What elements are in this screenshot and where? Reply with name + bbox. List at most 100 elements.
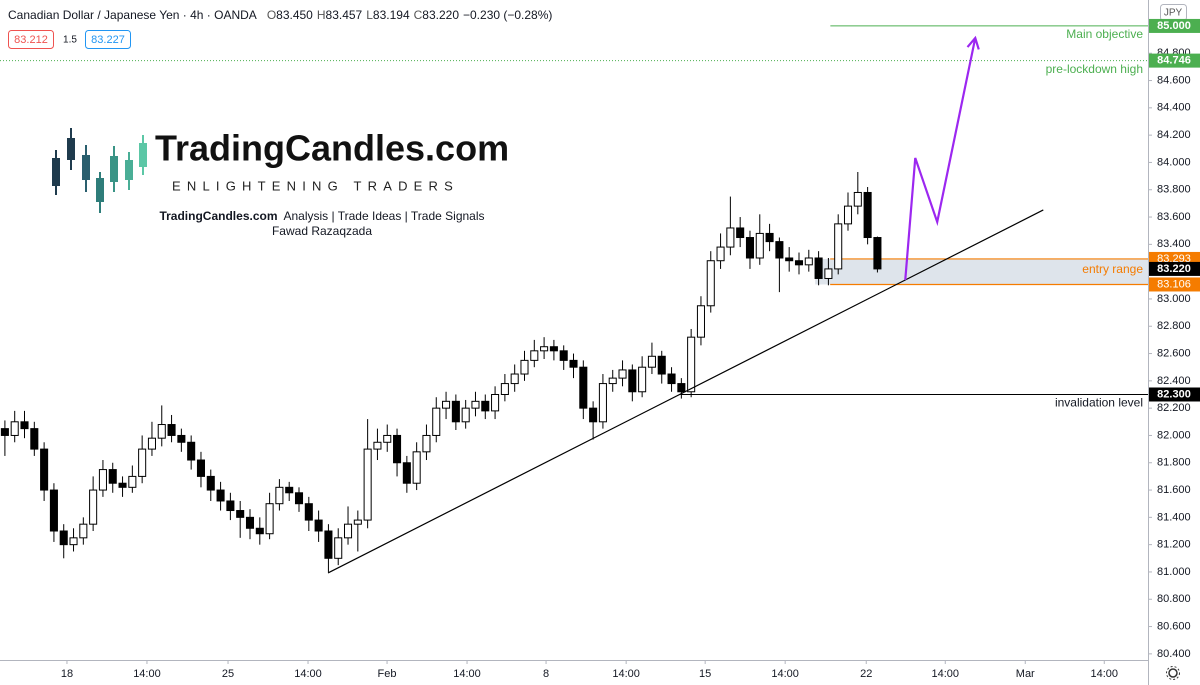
y-tick-label: 81.000 [1157,566,1191,578]
ohlc-value: 83.220 [422,8,459,22]
y-tick-label: 81.600 [1157,484,1191,496]
candle-body [657,355,666,375]
x-tick-label: 18 [61,668,73,680]
y-tick-label: 82.400 [1157,375,1191,387]
candle-body [353,519,362,525]
candle-body [79,523,88,539]
buy-button[interactable] [85,30,131,49]
candle-body [814,257,823,279]
projection-path [904,37,977,281]
ask-price[interactable]: 83.227 [91,34,125,46]
ohlc-value: 83.194 [373,8,410,22]
candle-body [843,205,853,225]
candle-body [628,369,637,393]
currency[interactable]: JPY [1164,8,1183,19]
logo-icon [52,128,147,213]
brand-name: TradingCandles.com [155,128,509,169]
candle-body [255,527,264,535]
y-tick-label: 80.600 [1157,620,1191,632]
candle-body [775,241,784,259]
candle-body [589,407,598,423]
x-tick-label: 14:00 [771,668,799,680]
candle-body [206,475,215,491]
candle-body [432,407,441,436]
candle-body [324,530,333,559]
arrow-head [966,35,980,50]
candle-body [128,475,137,488]
bid-price[interactable]: 83.212 [14,34,48,46]
candle-body [500,383,509,395]
symbol-title: Canadian Dollar / Japanese Yen · 4h · OA… [8,8,257,22]
candle-body [0,428,9,436]
x-tick-label: 14:00 [612,668,640,680]
candle-body [540,346,549,352]
candle-body [343,523,353,539]
price-badge [1149,53,1200,68]
candle-body [834,223,843,270]
plot-area [0,25,1148,574]
ohlc-value: 83.457 [326,8,363,22]
candle-body [40,448,49,491]
candle-body [598,383,607,423]
y-tick-label: 84.400 [1157,102,1191,114]
candle-body [157,424,166,439]
x-tick-label: 15 [699,668,711,680]
candle-body [569,359,578,368]
candle-body [422,434,431,453]
candle-body [245,516,255,529]
ohlc-key: L [366,8,373,22]
candle-body [677,383,686,393]
candle-body [118,482,127,488]
y-tick-label: 83.000 [1157,293,1191,305]
candle-body [608,377,617,385]
x-tick-label: 14:00 [133,668,161,680]
candle-body [510,373,519,385]
y-tick-label: 84.200 [1157,129,1191,141]
x-tick-label: 14:00 [294,668,322,680]
x-tick-label: 25 [222,668,234,680]
sell-button[interactable] [8,30,54,49]
x-tick-label: 14:00 [453,668,481,680]
brand-services: Analysis | Trade Ideas | Trade Signals [284,209,485,223]
candle-body [442,400,451,409]
candle-body [863,191,872,239]
candle-body [89,489,98,525]
y-tick-label: 82.600 [1157,347,1191,359]
candle-body [69,537,78,546]
candle-body [736,227,745,239]
candle-body [530,350,539,361]
price-badge [1149,387,1200,402]
y-tick-label: 80.800 [1157,593,1191,605]
candle-body [412,451,421,484]
price-badge-label: 83.106 [1157,278,1191,290]
x-tick-label: 8 [543,668,549,680]
brand-site: TradingCandles.com [159,209,277,223]
candle-body [334,537,343,559]
candle-body [696,305,705,338]
symbol-legend: Canadian Dollar / Japanese Yen · 4h · OA… [8,8,552,22]
candle-body [706,260,715,307]
entry-zone-label: entry range [1082,262,1143,276]
level-label: pre-lockdown high [1046,62,1143,76]
spread: 1.5 [63,35,77,46]
candle-body [873,237,882,270]
y-tick-label: 84.000 [1157,156,1191,168]
settings-icon[interactable] [1166,666,1180,680]
candle-body [667,373,676,385]
candle-body [294,492,304,505]
brand-info: TradingCandles.com Analysis | Trade Ideas… [159,209,484,223]
price-badge-label: 83.293 [1157,253,1191,265]
x-tick-label: Feb [378,668,397,680]
candle-body [451,400,460,423]
candle-body [138,448,147,477]
candle-body [647,355,656,368]
candle-body [520,359,529,375]
x-tick-label: Mar [1016,668,1035,680]
candle-body [471,400,480,409]
candle-body [177,434,186,443]
price-badge-label: 84.746 [1157,55,1191,67]
price-badge-label: 82.300 [1157,388,1191,400]
candle-body [49,489,58,532]
candle-body [216,489,225,502]
